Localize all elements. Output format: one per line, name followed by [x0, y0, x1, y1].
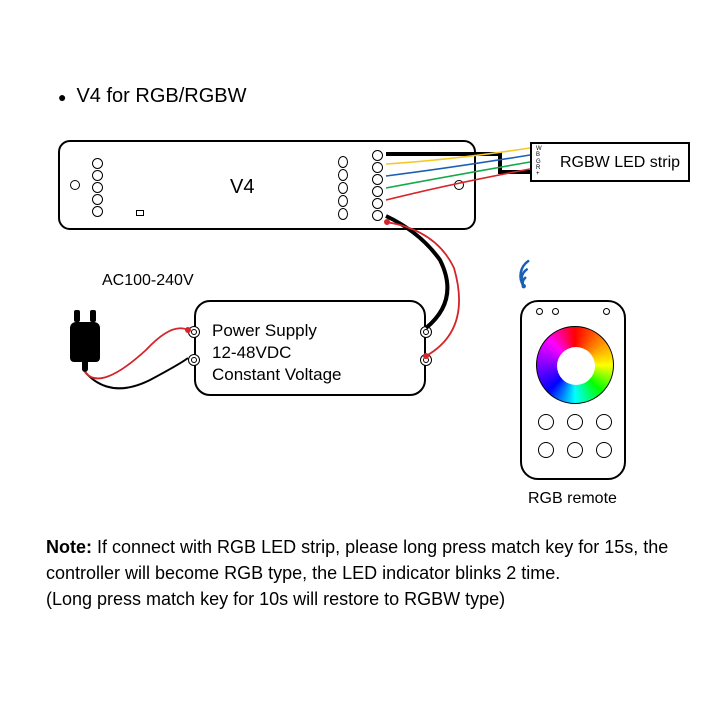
- note-label: Note:: [46, 537, 92, 557]
- note-body: If connect with RGB LED strip, please lo…: [46, 537, 668, 583]
- note-text: Note: If connect with RGB LED strip, ple…: [46, 534, 676, 612]
- note-paren: (Long press match key for 10s will resto…: [46, 589, 505, 609]
